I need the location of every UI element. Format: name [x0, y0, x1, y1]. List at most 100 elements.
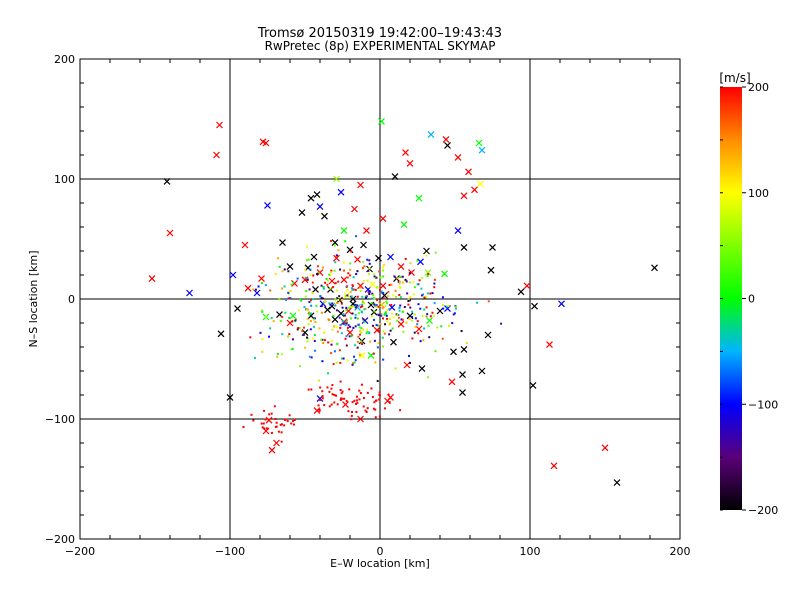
data-point-dot: [353, 361, 356, 364]
data-point-dot: [335, 326, 338, 329]
data-point-dot: [365, 296, 368, 299]
data-point-cross: [369, 281, 376, 289]
data-point-dot: [283, 285, 286, 288]
data-point-dot: [267, 418, 270, 421]
data-point-dot: [353, 399, 356, 402]
data-point-dot: [363, 308, 366, 311]
data-point-dot: [291, 338, 294, 341]
data-point-cross: [310, 253, 318, 261]
data-point-dot: [290, 283, 293, 286]
data-point-cross: [351, 205, 358, 213]
data-point-cross: [427, 131, 435, 139]
data-point-cross: [460, 192, 468, 200]
x-tick-label: 100: [520, 545, 541, 558]
data-point-dot: [351, 401, 354, 404]
data-point-dot: [329, 240, 332, 243]
data-point-dot: [335, 254, 338, 257]
data-point-dot: [376, 380, 379, 383]
data-point-cross: [441, 270, 448, 278]
data-point-dot: [409, 262, 412, 265]
data-point-dot: [276, 352, 279, 355]
colorbar-tick-label: 100: [748, 187, 769, 200]
data-point-dot: [366, 328, 369, 331]
data-point-dot: [346, 326, 349, 329]
data-point-dot: [347, 324, 350, 327]
data-point-cross: [436, 307, 444, 315]
data-point-dot: [274, 273, 277, 276]
data-point-cross: [373, 326, 381, 334]
data-point-dot: [454, 307, 457, 310]
data-point-dot: [409, 361, 412, 364]
data-point-dot: [253, 356, 256, 359]
data-point-dot: [356, 346, 359, 349]
data-point-dot: [405, 321, 408, 324]
colorbar-ticks: −200 −100 0 100 200: [720, 81, 778, 517]
data-point-dot: [340, 299, 343, 302]
data-point-dot: [454, 306, 457, 309]
data-point-dot: [288, 333, 291, 336]
data-point-cross: [397, 263, 405, 271]
data-point-dot: [310, 388, 313, 391]
y-axis-label: N–S location [km]: [27, 250, 40, 347]
data-point-dot: [356, 270, 359, 273]
data-point-cross: [379, 215, 387, 223]
data-point-dot: [307, 388, 310, 391]
data-point-dot: [340, 397, 343, 400]
data-point-dot: [423, 308, 426, 311]
data-point-dot: [409, 306, 412, 309]
data-point-dot: [425, 254, 428, 257]
data-point-cross: [454, 153, 462, 161]
data-point-cross: [375, 254, 382, 262]
axis-ticks: −200 −100 0 100 200 −200 −100 0 100 200: [45, 53, 691, 558]
data-point-dot: [416, 259, 419, 262]
data-point-dot: [311, 281, 314, 284]
data-point-dot: [399, 286, 402, 289]
data-point-dot: [327, 372, 330, 375]
data-point-dot: [363, 302, 366, 305]
data-point-dot: [331, 384, 334, 387]
data-point-dot: [399, 409, 402, 412]
data-point-dot: [334, 282, 337, 285]
data-points: [148, 117, 658, 487]
data-point-dot: [365, 332, 368, 335]
data-point-dot: [339, 361, 342, 364]
data-point-dot: [332, 286, 335, 289]
data-point-dot: [413, 313, 416, 316]
data-point-dot: [341, 397, 344, 400]
data-point-dot: [335, 394, 338, 397]
data-point-dot: [286, 420, 289, 423]
data-point-dot: [331, 328, 334, 331]
data-point-dot: [354, 359, 357, 362]
data-point-dot: [345, 322, 348, 325]
data-point-dot: [382, 358, 385, 361]
data-point-dot: [326, 386, 329, 389]
data-point-cross: [342, 401, 349, 409]
data-point-cross: [489, 243, 496, 251]
data-point-dot: [312, 337, 315, 340]
data-point-dot: [340, 392, 343, 395]
data-point-dot: [370, 387, 373, 390]
data-point-dot: [269, 327, 272, 330]
data-point-dot: [345, 306, 348, 309]
data-point-dot: [343, 397, 346, 400]
data-point-dot: [408, 317, 411, 320]
data-point-dot: [383, 263, 386, 266]
data-point-dot: [350, 250, 353, 253]
data-point-dot: [350, 335, 353, 338]
data-point-dot: [342, 322, 345, 325]
data-point-dot: [408, 272, 411, 275]
data-point-cross: [379, 282, 387, 290]
data-point-dot: [426, 313, 429, 316]
data-point-dot: [368, 262, 371, 265]
data-point-dot: [280, 431, 283, 434]
data-point-dot: [339, 388, 342, 391]
data-point-dot: [323, 339, 326, 342]
data-point-dot: [414, 325, 417, 328]
data-point-cross: [448, 378, 456, 386]
data-point-cross: [460, 243, 468, 251]
data-point-dot: [328, 390, 331, 393]
data-point-cross: [298, 209, 306, 217]
data-point-dot: [356, 304, 359, 307]
data-point-dot: [350, 305, 353, 308]
data-point-dot: [330, 340, 333, 343]
